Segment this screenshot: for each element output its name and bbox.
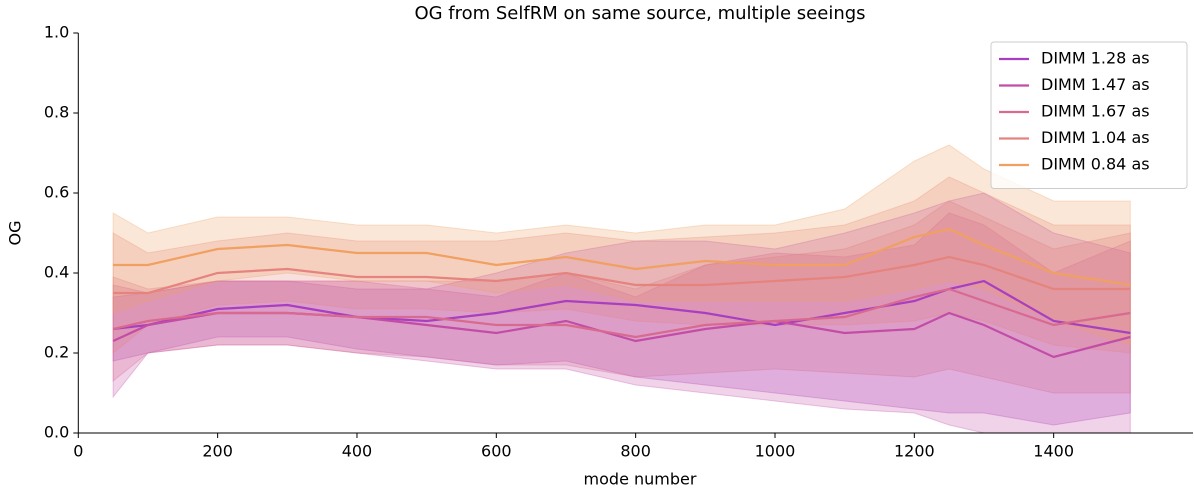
x-tick-label: 1400 [1033,442,1074,461]
x-tick-label: 0 [73,442,83,461]
line [113,227,1131,287]
line [113,255,1131,295]
line [112,287,1131,339]
error-band [112,192,1131,426]
legend-label: DIMM 1.04 as [1041,128,1150,147]
legend-label: DIMM 1.47 as [1041,75,1150,94]
error-band [112,144,1131,346]
legend-label: DIMM 1.67 as [1041,102,1150,121]
x-tick-label: 200 [202,442,233,461]
legend: DIMM 1.28 as DIMM 1.47 as DIMM 1.67 as DIMM… [990,41,1188,189]
x-tick-label: 400 [342,442,373,461]
legend-label: DIMM 0.84 as [1041,155,1150,174]
x-tick-label: 800 [620,442,651,461]
x-tick-label: 1000 [755,442,796,461]
y-axis-label: OG [6,221,25,246]
legend-frame [990,41,1188,189]
x-tick-label: 600 [481,442,512,461]
chart-title: OG from SelfRM on same source, multiple … [414,3,865,24]
y-tick-label: 0.6 [44,183,69,202]
legend-label: DIMM 1.28 as [1041,49,1150,68]
error-band [112,200,1131,394]
y-tick-label: 0.4 [44,263,69,282]
x-tick-label: 1200 [894,442,935,461]
x-axis-label: mode number [584,470,697,489]
y-tick-label: 0.0 [44,423,69,442]
line [113,279,1131,335]
y-tick-label: 0.2 [44,343,69,362]
y-tick-label: 1.0 [44,23,69,42]
y-tick-label: 0.8 [44,103,69,122]
